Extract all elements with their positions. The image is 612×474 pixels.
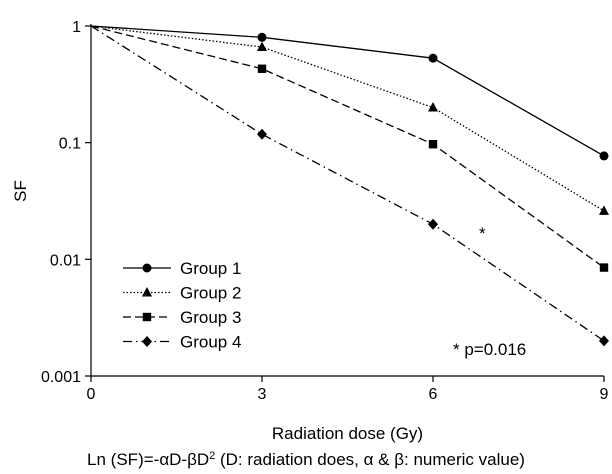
series-line-3 bbox=[90, 25, 605, 269]
x-tick-label: 0 bbox=[87, 386, 96, 403]
x-axis-label: Radiation dose (Gy) bbox=[272, 424, 423, 443]
legend-label: Group 3 bbox=[180, 308, 241, 327]
legend-item: Group 4 bbox=[123, 333, 241, 352]
series-line-2 bbox=[90, 25, 605, 212]
significance-star: * bbox=[479, 224, 486, 243]
series-3 bbox=[90, 25, 609, 272]
y-tick-label: 0.1 bbox=[59, 136, 81, 153]
data-point bbox=[428, 53, 438, 63]
data-point bbox=[428, 102, 438, 112]
formula-caption: Ln (SF)=-αD-βD2 (D: radiation does, α & … bbox=[87, 450, 525, 469]
data-point bbox=[599, 151, 609, 161]
series-4 bbox=[90, 25, 609, 347]
formula-part-2: (D: radiation does, α & β: numeric value… bbox=[215, 450, 525, 469]
series-group bbox=[90, 25, 609, 347]
x-tick-label: 6 bbox=[429, 386, 438, 403]
legend-item: Group 1 bbox=[123, 259, 241, 278]
legend-item: Group 2 bbox=[123, 284, 241, 303]
data-point bbox=[257, 64, 267, 73]
formula-part-1: Ln (SF)=-αD-βD bbox=[87, 450, 209, 469]
legend: Group 1 Group 2 Group 3 Group 4 bbox=[123, 259, 241, 352]
series-line-4 bbox=[90, 25, 605, 342]
x-tick-label: 3 bbox=[258, 386, 267, 403]
legend-item: Group 3 bbox=[123, 308, 241, 327]
y-tick-label: 0.001 bbox=[41, 369, 81, 386]
series-2 bbox=[90, 25, 609, 215]
y-ticks: 0.001 0.01 0.1 1 bbox=[41, 19, 91, 386]
data-point bbox=[599, 205, 609, 215]
data-point bbox=[428, 140, 438, 149]
axes bbox=[90, 24, 604, 377]
data-point bbox=[599, 335, 609, 347]
series-1 bbox=[90, 25, 609, 161]
y-tick-label: 1 bbox=[72, 19, 81, 36]
data-point bbox=[257, 41, 267, 52]
legend-marker bbox=[142, 263, 152, 273]
legend-label: Group 1 bbox=[180, 259, 241, 278]
series-line-1 bbox=[90, 25, 605, 157]
y-axis-label: SF bbox=[11, 180, 30, 202]
data-point bbox=[257, 32, 267, 42]
legend-label: Group 4 bbox=[180, 333, 241, 352]
data-point bbox=[599, 263, 609, 272]
x-tick-label: 9 bbox=[600, 386, 609, 403]
x-ticks: 0 3 6 9 bbox=[87, 376, 609, 403]
legend-marker bbox=[142, 336, 152, 347]
p-value-note: * p=0.016 bbox=[453, 340, 526, 359]
data-point bbox=[428, 218, 438, 230]
data-point bbox=[257, 128, 267, 140]
legend-label: Group 2 bbox=[180, 284, 241, 303]
y-tick-label: 0.01 bbox=[50, 252, 81, 269]
legend-marker bbox=[142, 312, 152, 322]
legend-marker bbox=[142, 287, 152, 297]
formula-superscript: 2 bbox=[209, 450, 215, 462]
